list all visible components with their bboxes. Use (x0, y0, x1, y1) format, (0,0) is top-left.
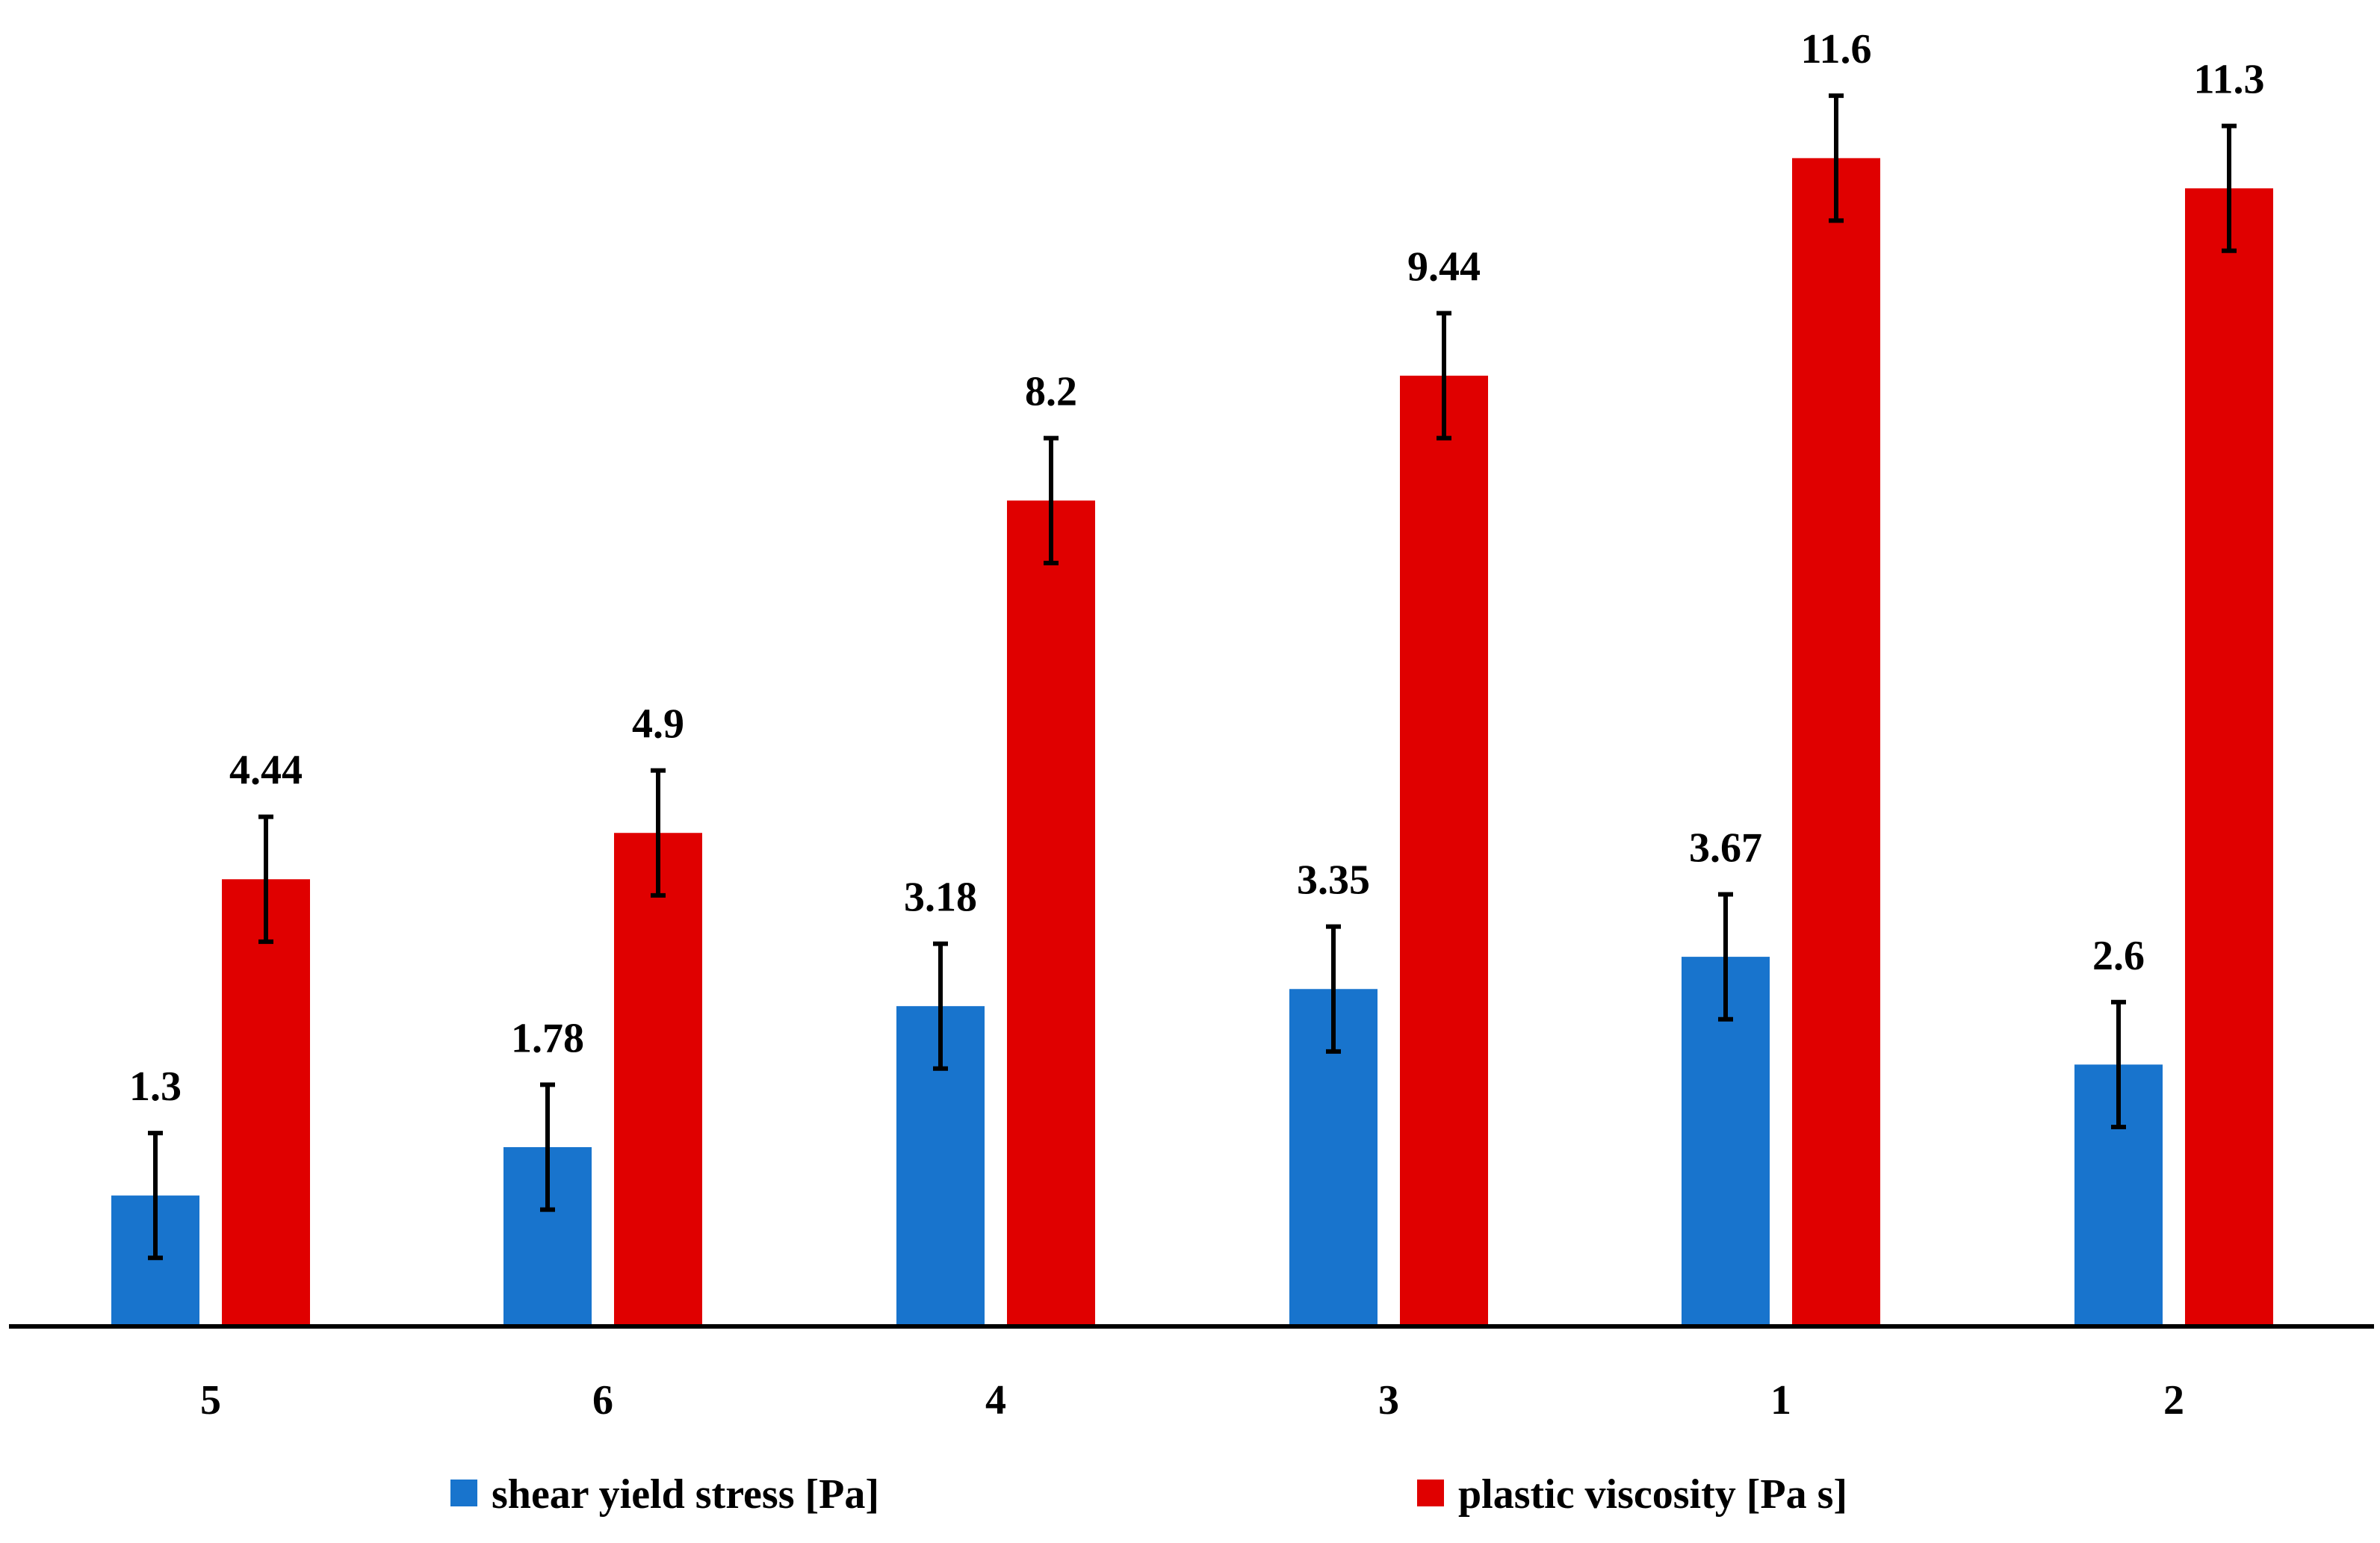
error-bar-series-1-4 (1044, 435, 1059, 565)
error-bar-series-1-3 (1437, 311, 1451, 441)
error-bar-series-0-1 (1718, 892, 1733, 1022)
x-tick-labels: 5 6 4 3 1 2 (200, 1377, 2184, 1424)
bar-series-1-5 (222, 879, 310, 1326)
error-bar-series-0-5 (148, 1131, 163, 1261)
data-label-series-1-5: 4.44 (229, 748, 303, 794)
error-bar-series-1-5 (258, 814, 273, 944)
data-label-series-0-2: 2.6 (2092, 933, 2145, 979)
bar-series-1-6 (614, 833, 702, 1326)
x-tick-label-4: 4 (985, 1377, 1006, 1424)
bar-series-1-3 (1400, 376, 1488, 1326)
data-labels-layer: 1.3 1.78 3.18 3.35 3.67 2.6 4.44 4.9 8.2 9.44 11.6… (129, 26, 2264, 1110)
data-label-series-0-6: 1.78 (511, 1015, 584, 1061)
legend-label-1: plastic viscosity [Pa s] (1458, 1471, 1847, 1518)
bar-series-1-1 (1792, 158, 1880, 1327)
data-label-series-1-6: 4.9 (632, 701, 684, 748)
data-label-series-0-3: 3.35 (1297, 857, 1370, 904)
data-label-series-1-1: 11.6 (1801, 26, 1872, 72)
legend-item-0: shear yield stress [Pa] (450, 1471, 879, 1518)
x-tick-label-3: 3 (1378, 1377, 1399, 1424)
error-bar-series-1-2 (2222, 123, 2237, 253)
error-bar-series-1-1 (1829, 93, 1844, 223)
error-bar-series-0-4 (933, 941, 948, 1071)
legend-swatch-1 (1417, 1480, 1444, 1506)
data-label-series-1-2: 11.3 (2194, 57, 2265, 103)
error-bar-series-0-2 (2111, 999, 2126, 1129)
legend: shear yield stress [Pa] plastic viscosity… (450, 1471, 1847, 1518)
bar-series-1-2 (2185, 188, 2273, 1326)
error-bars-layer (148, 93, 2237, 1261)
x-tick-label-5: 5 (200, 1377, 221, 1424)
x-tick-label-1: 1 (1770, 1377, 1791, 1424)
bars-layer (111, 158, 2273, 1327)
data-label-series-0-5: 1.3 (129, 1064, 182, 1110)
data-label-series-1-4: 8.2 (1025, 369, 1077, 415)
bar-series-1-4 (1007, 500, 1095, 1326)
error-bar-series-1-6 (651, 768, 666, 898)
data-label-series-0-4: 3.18 (904, 875, 977, 921)
x-tick-label-2: 2 (2163, 1377, 2184, 1424)
legend-label-0: shear yield stress [Pa] (492, 1471, 879, 1518)
x-tick-label-6: 6 (592, 1377, 613, 1424)
data-label-series-0-1: 3.67 (1689, 825, 1762, 871)
legend-item-1: plastic viscosity [Pa s] (1417, 1471, 1847, 1518)
error-bar-series-0-6 (540, 1082, 555, 1212)
error-bar-series-0-3 (1326, 924, 1341, 1054)
legend-swatch-0 (450, 1480, 477, 1506)
data-label-series-1-3: 9.44 (1407, 243, 1481, 290)
